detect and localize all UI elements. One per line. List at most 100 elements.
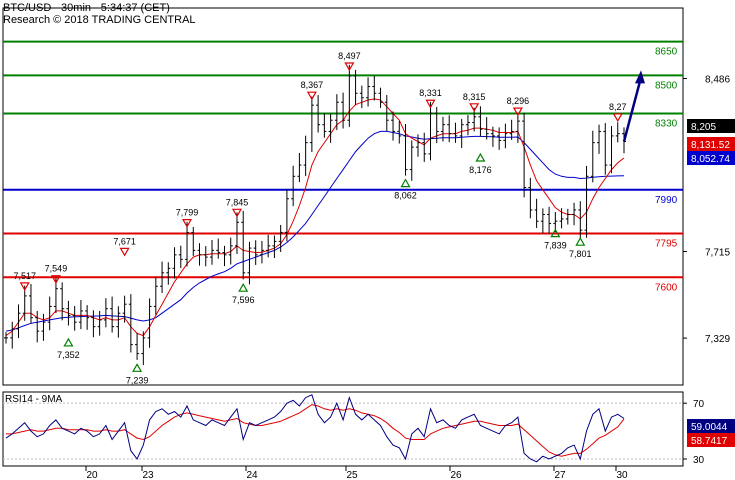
price-bar (22, 285, 27, 321)
price-bar (484, 117, 489, 140)
price-bar (316, 95, 321, 133)
price-bar (353, 69, 358, 106)
price-bar (78, 299, 83, 330)
price-bar (497, 127, 502, 150)
swing-markers: 7,517 7,549 7,352 7,671 7,239 7,799 7,845 7,596… (13, 51, 645, 385)
price-bar (185, 221, 190, 267)
price-bar (60, 282, 65, 321)
price-bar (166, 262, 171, 285)
price-panel-frame (2, 7, 684, 386)
price-bar (266, 234, 271, 258)
price-bar (153, 276, 158, 315)
rsi-current-box (687, 419, 735, 433)
swing-label: 7,517 (13, 271, 36, 281)
price-bar (72, 306, 77, 331)
price-bar (609, 126, 614, 174)
rsi-axis-label: 30 (693, 455, 705, 466)
trough-marker (550, 228, 561, 238)
price-bar (278, 224, 283, 252)
price-bar (341, 92, 346, 129)
price-bar (478, 106, 483, 137)
price-axis-label: 7,329 (705, 334, 730, 345)
swing-label: 7,839 (544, 241, 567, 251)
current-price-tag: 8,131.52 (687, 137, 735, 151)
price-bar (534, 198, 539, 228)
current-price-box (687, 137, 735, 151)
swing-label: 7,352 (57, 350, 80, 360)
price-bar (10, 321, 15, 349)
level-label-7795: 7795 (655, 239, 678, 250)
price-bar (147, 298, 152, 348)
price-bar (272, 235, 277, 258)
price-bar (540, 208, 545, 234)
rsi-current-tag: 59.0044 (687, 419, 735, 433)
price-bar (328, 113, 333, 143)
price-bar (434, 106, 439, 144)
price-bar (565, 208, 570, 225)
price-bar (116, 306, 121, 338)
price-bar (28, 284, 33, 324)
rsi-current-label: 59.0044 (691, 422, 728, 433)
time-axis-label: 23 (142, 470, 154, 480)
swing-label: 7,671 (113, 236, 136, 246)
price-bar (97, 310, 102, 336)
price-bar (128, 294, 133, 353)
swing-label: 8,27 (609, 102, 627, 112)
price-bar (241, 210, 246, 280)
time-axis-label: 25 (346, 470, 358, 480)
price-bar (322, 113, 327, 138)
price-bar (465, 115, 470, 136)
current-price-box (687, 151, 735, 165)
price-bar (359, 85, 364, 109)
price-bar (122, 295, 127, 323)
level-lines: 8650 8500 8330 7990 7795 7600 (3, 40, 683, 293)
time-axis-label: 26 (450, 470, 462, 480)
price-bar (297, 152, 302, 183)
price-bar (378, 87, 383, 108)
swing-label: 8,062 (394, 191, 417, 201)
level-label-8650: 8650 (655, 47, 678, 58)
rsi-panel-frame (2, 391, 684, 467)
price-bar (334, 94, 339, 131)
rsi-current-tag: 58.7417 (687, 433, 735, 447)
swing-label: 7,801 (569, 249, 592, 259)
swing-label: 8,367 (301, 80, 324, 90)
trough-marker (475, 152, 486, 162)
level-label-8500: 8500 (655, 80, 678, 91)
price-bar (428, 101, 433, 161)
time-axis-label: 24 (246, 470, 258, 480)
current-price-label: 8,131.52 (691, 140, 730, 151)
price-bar (203, 246, 208, 267)
price-bar (384, 95, 389, 131)
trough-marker (238, 282, 249, 292)
price-bar (590, 130, 595, 183)
price-bar (490, 126, 495, 147)
price-bar (422, 132, 427, 162)
price-bar (259, 240, 264, 264)
level-label-7990: 7990 (655, 195, 678, 206)
price-bar (247, 241, 252, 285)
panel-backgrounds (2, 7, 684, 467)
price-bar (603, 123, 608, 175)
price-bar (509, 119, 514, 140)
current-price-tag: 8,205 (687, 119, 735, 133)
rsi-title: RSI14 - 9MA (5, 394, 63, 405)
peak-marker (512, 107, 523, 117)
price-bar (303, 135, 308, 177)
price-bar (35, 310, 40, 343)
price-bar (135, 332, 140, 360)
peak-marker (306, 91, 317, 101)
peak-marker (50, 275, 61, 284)
price-bar (409, 140, 414, 181)
price-bar (85, 305, 90, 330)
price-bar (615, 122, 620, 143)
price-bar (459, 118, 464, 149)
price-bars (4, 64, 626, 366)
price-bar (403, 124, 408, 176)
trough-marker (575, 236, 586, 246)
price-bar (222, 245, 227, 267)
price-bar (110, 296, 115, 333)
price-bar (66, 300, 71, 326)
peak-marker (19, 282, 30, 292)
